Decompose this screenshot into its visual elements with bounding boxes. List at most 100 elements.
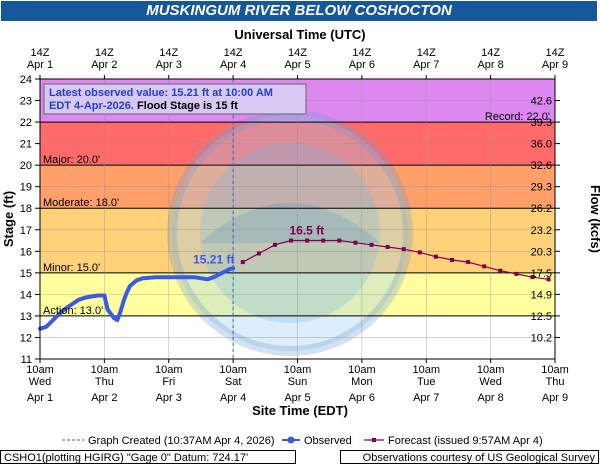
left-tick-label: 19	[20, 182, 32, 194]
right-tick-label: 29.3	[531, 182, 552, 194]
observed-point	[106, 307, 110, 311]
top-tick-label: Apr 8	[477, 59, 503, 71]
forecast-point	[272, 242, 277, 247]
forecast-point	[385, 245, 390, 249]
top-tick-label: Apr 6	[349, 59, 375, 71]
bottom-tick-label: Tue	[417, 376, 436, 388]
bottom-axis-title: Site Time (EDT)	[252, 403, 348, 418]
band-label-moderate: Moderate: 18.0'	[43, 197, 119, 209]
legend-observed-label: Observed	[304, 435, 352, 447]
top-tick-label: Apr 2	[91, 59, 117, 71]
latest-value-line2: EDT 4-Apr-2026. Flood Stage is 15 ft	[49, 100, 238, 112]
bottom-tick-label: Apr 5	[284, 392, 310, 404]
top-tick-label: Apr 5	[284, 59, 310, 71]
right-tick-label: 17.5	[531, 268, 552, 280]
bottom-tick-label: 10am	[219, 364, 247, 376]
observed-point	[122, 299, 126, 303]
legend-forecast-marker	[372, 438, 376, 442]
observed-point	[125, 290, 129, 294]
top-tick-label: 14Z	[546, 47, 565, 59]
right-tick-label: 32.6	[531, 160, 552, 172]
footer-credit: Observations courtesy of US Geological S…	[340, 450, 599, 464]
forecast-series-line	[242, 239, 549, 280]
top-tick-label: 14Z	[352, 47, 371, 59]
right-tick-label: 20.3	[531, 246, 552, 258]
top-tick-label: 14Z	[31, 47, 50, 59]
axis-labels: Record: 22.0' Major: 20.0' Moderate: 18.0'…	[1, 27, 600, 418]
observed-point	[205, 277, 209, 281]
left-tick-label: 18	[20, 203, 32, 215]
legend-observed-marker	[287, 436, 295, 444]
top-tick-label: Apr 1	[27, 59, 53, 71]
bottom-tick-label: 10am	[91, 364, 119, 376]
right-tick-label: 23.2	[531, 225, 552, 237]
bottom-tick-label: 10am	[284, 364, 312, 376]
bottom-tick-label: 10am	[155, 364, 183, 376]
bottom-tick-label: Apr 4	[220, 392, 246, 404]
left-tick-label: 15	[20, 268, 32, 280]
observed-point	[77, 298, 81, 302]
forecast-point	[240, 260, 245, 265]
bottom-tick-label: 10am	[541, 364, 569, 376]
observed-point	[225, 269, 229, 273]
bottom-tick-label: Wed	[29, 376, 51, 388]
observed-point	[128, 284, 132, 288]
noaa-watermark	[167, 110, 413, 356]
footer-datum: CSHO1(plotting HGIRG) "Gage 0" Datum: 72…	[0, 450, 296, 464]
forecast-point	[530, 275, 535, 280]
bottom-tick-label: Wed	[479, 376, 501, 388]
observed-point	[44, 325, 48, 329]
bottom-tick-label: Apr 2	[91, 392, 117, 404]
band-label-major: Major: 20.0'	[43, 154, 100, 166]
left-axis-title: Stage (ft)	[1, 191, 16, 247]
top-axis-title: Universal Time (UTC)	[234, 27, 365, 42]
top-tick-label: 14Z	[481, 47, 500, 59]
watermark-bird-icon	[200, 203, 380, 243]
right-tick-label: 39.3	[531, 117, 552, 129]
top-tick-label: Apr 3	[156, 59, 182, 71]
top-tick-label: 14Z	[417, 47, 436, 59]
observed-point	[83, 296, 87, 300]
bottom-tick-label: 10am	[348, 364, 376, 376]
bottom-tick-label: Apr 7	[413, 392, 439, 404]
observed-point	[141, 276, 145, 280]
forecast-point	[256, 251, 261, 256]
observed-point	[102, 293, 106, 297]
bottom-tick-label: Apr 9	[542, 392, 568, 404]
top-tick-label: 14Z	[224, 47, 243, 59]
forecast-point	[514, 271, 519, 276]
flood-stage-note: Flood Stage is 15 ft	[134, 100, 238, 112]
right-axis-title: Flow (kcfs)	[588, 185, 600, 253]
band-label-record: Record: 22.0'	[485, 111, 550, 123]
forecast-point	[321, 238, 326, 243]
observed-point	[212, 275, 216, 279]
forecast-point	[450, 257, 454, 262]
top-tick-label: 14Z	[159, 47, 178, 59]
observed-point	[115, 318, 119, 322]
right-tick-label: 10.2	[531, 332, 552, 344]
observed-point	[135, 278, 139, 282]
forecast-point	[305, 238, 310, 243]
top-tick-label: Apr 9	[542, 59, 568, 71]
observed-point	[180, 275, 184, 279]
forecast-point	[482, 264, 487, 269]
axes	[35, 75, 560, 363]
legend-forecast-label: Forecast (issued 9:57AM Apr 4)	[388, 435, 543, 447]
bottom-tick-label: Apr 6	[349, 392, 375, 404]
top-tick-label: Apr 4	[220, 59, 246, 71]
observed-point	[112, 316, 116, 320]
bottom-tick-label: Apr 8	[477, 392, 503, 404]
observed-point	[167, 275, 171, 279]
top-tick-label: Apr 7	[413, 59, 439, 71]
right-tick-label: 14.9	[531, 289, 552, 301]
watermark-seal-icon	[167, 110, 413, 356]
chart-title: MUSKINGUM RIVER BELOW COSHOCTON	[1, 1, 597, 21]
observed-point	[96, 293, 100, 297]
latest-value-line1: Latest observed value: 15.21 ft at 10:00…	[49, 87, 273, 99]
left-tick-label: 17	[20, 225, 32, 237]
right-tick-label: 26.2	[531, 203, 552, 215]
forecast-point	[433, 254, 438, 259]
forecast-point	[401, 247, 406, 252]
observed-point	[154, 275, 158, 279]
bottom-tick-label: Sun	[288, 376, 308, 388]
